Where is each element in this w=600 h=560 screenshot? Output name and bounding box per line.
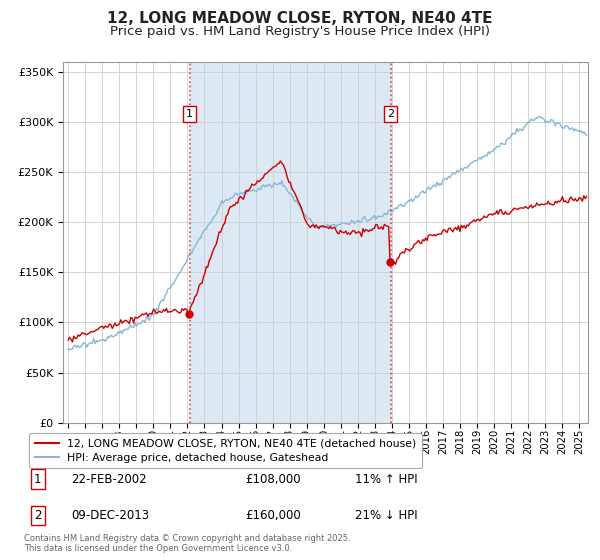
- Text: 11% ↑ HPI: 11% ↑ HPI: [355, 473, 418, 486]
- Text: Contains HM Land Registry data © Crown copyright and database right 2025.
This d: Contains HM Land Registry data © Crown c…: [24, 534, 350, 553]
- Text: £160,000: £160,000: [245, 509, 301, 522]
- Text: 22-FEB-2002: 22-FEB-2002: [71, 473, 146, 486]
- Text: 1: 1: [34, 473, 41, 486]
- Text: Price paid vs. HM Land Registry's House Price Index (HPI): Price paid vs. HM Land Registry's House …: [110, 25, 490, 38]
- Text: £108,000: £108,000: [245, 473, 301, 486]
- Text: 1: 1: [186, 109, 193, 119]
- Text: 2: 2: [387, 109, 394, 119]
- Text: 09-DEC-2013: 09-DEC-2013: [71, 509, 149, 522]
- Text: 2: 2: [34, 509, 41, 522]
- Text: 12, LONG MEADOW CLOSE, RYTON, NE40 4TE: 12, LONG MEADOW CLOSE, RYTON, NE40 4TE: [107, 11, 493, 26]
- Legend: 12, LONG MEADOW CLOSE, RYTON, NE40 4TE (detached house), HPI: Average price, det: 12, LONG MEADOW CLOSE, RYTON, NE40 4TE (…: [29, 433, 422, 468]
- Bar: [190, 62, 391, 423]
- Text: 21% ↓ HPI: 21% ↓ HPI: [355, 509, 418, 522]
